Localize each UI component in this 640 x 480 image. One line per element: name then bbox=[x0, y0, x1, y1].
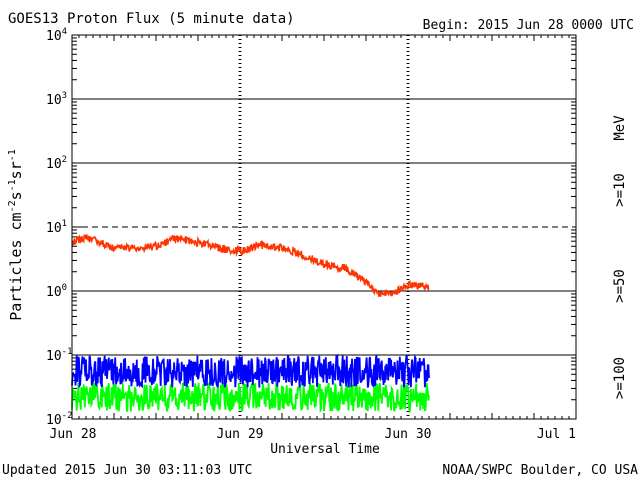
series-line bbox=[71, 379, 430, 414]
chart-title: GOES13 Proton Flux (5 minute data) bbox=[8, 11, 295, 27]
begin-label: Begin: 2015 Jun 28 0000 UTC bbox=[423, 18, 634, 33]
x-tick-label: Jun 29 bbox=[217, 427, 264, 442]
series-line bbox=[71, 234, 430, 298]
legend-item: >=50 bbox=[612, 269, 628, 303]
legend-item: >=100 bbox=[612, 357, 628, 399]
series-layer bbox=[71, 234, 430, 414]
y-tick-label: 104 bbox=[46, 27, 67, 44]
y-tick-label: 101 bbox=[46, 219, 67, 236]
y-tick-labels: 10-2 10-1 100 101 102 103 104 bbox=[46, 27, 73, 428]
x-tick-label: Jul 1 bbox=[537, 427, 576, 442]
y-tick-label: 102 bbox=[46, 155, 67, 172]
legend-unit: MeV bbox=[612, 115, 628, 141]
y-tick-label: 10-2 bbox=[46, 411, 73, 428]
x-tick-label: Jun 28 bbox=[50, 427, 97, 442]
plot-frame bbox=[71, 34, 577, 420]
y-tick-label: 10-1 bbox=[46, 347, 73, 364]
updated-timestamp: Updated 2015 Jun 30 03:11:03 UTC bbox=[2, 463, 252, 478]
x-tick-labels: Jun 28 Jun 29 Jun 30 Jul 1 bbox=[50, 427, 576, 442]
legend: MeV >=10 >=50 >=100 bbox=[612, 115, 628, 399]
legend-item: >=10 bbox=[612, 173, 628, 207]
x-axis-label: Universal Time bbox=[270, 442, 380, 457]
series-line bbox=[71, 353, 430, 389]
source-credit: NOAA/SWPC Boulder, CO USA bbox=[442, 463, 638, 478]
y-axis-label: Particles cm-2s-1sr-1 bbox=[7, 149, 25, 321]
y-tick-label: 100 bbox=[46, 283, 67, 300]
x-tick-label: Jun 30 bbox=[385, 427, 432, 442]
y-tick-label: 103 bbox=[46, 91, 67, 108]
